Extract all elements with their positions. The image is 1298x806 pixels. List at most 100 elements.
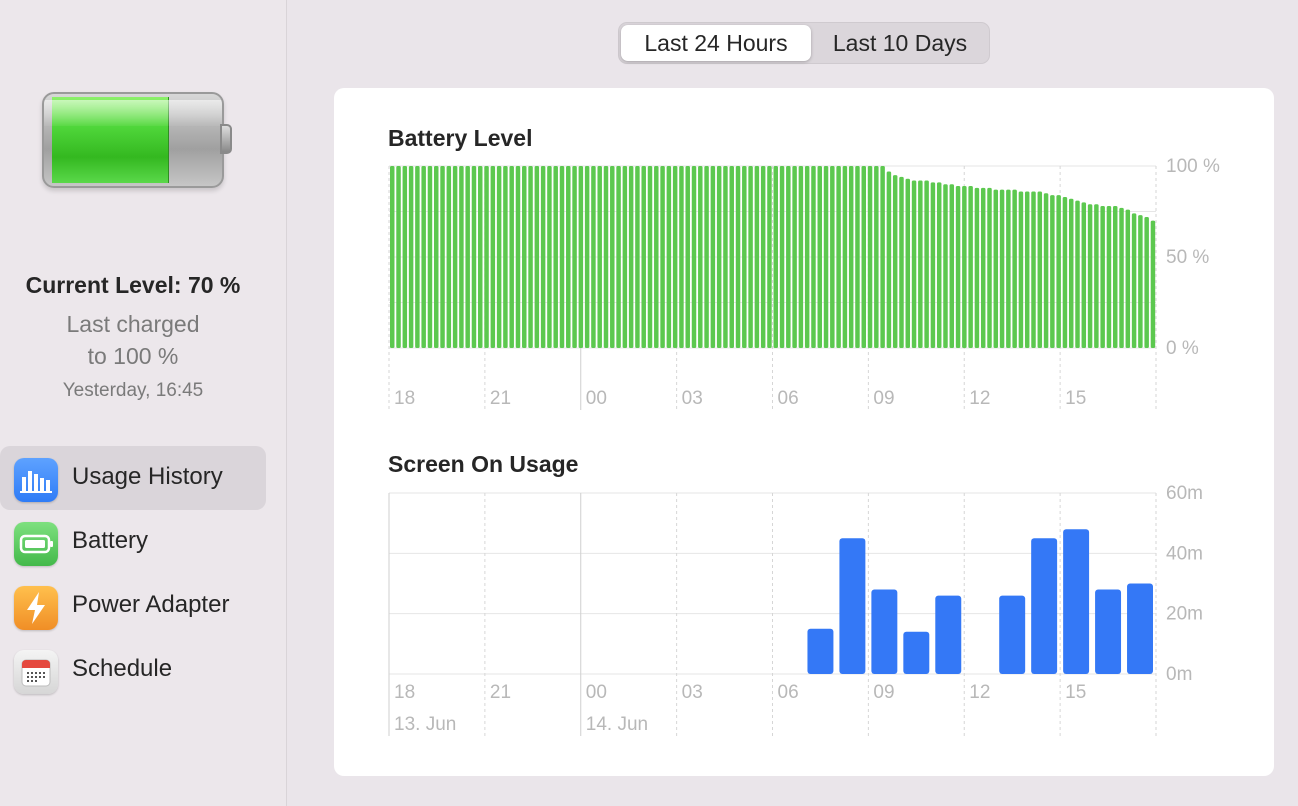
battery-bar bbox=[836, 166, 841, 348]
battery-bar bbox=[710, 166, 716, 348]
battery-bar bbox=[603, 166, 609, 348]
battery-bar bbox=[698, 166, 703, 348]
battery-bar bbox=[672, 166, 678, 348]
battery-bar bbox=[490, 166, 496, 348]
usage-bar bbox=[839, 538, 866, 674]
battery-bar bbox=[1043, 193, 1049, 348]
y-tick-label: 20m bbox=[1166, 604, 1203, 625]
battery-bar bbox=[999, 189, 1005, 348]
battery-bar bbox=[817, 166, 822, 348]
battery-bar bbox=[1062, 196, 1068, 348]
sidebar-item-schedule[interactable]: Schedule bbox=[0, 638, 266, 702]
screen-on-usage-chart: 18 21 00 03 06 09 12 15 13. Jun 14. Jun 60m 40m 20m 0… bbox=[388, 483, 1203, 736]
battery-bar bbox=[566, 166, 571, 348]
battery-bar bbox=[591, 166, 596, 348]
segment-last-24-hours[interactable]: Last 24 Hours bbox=[621, 25, 811, 61]
x-tick-label: 21 bbox=[490, 682, 511, 703]
sidebar-item-power-adapter[interactable]: Power Adapter bbox=[0, 574, 266, 638]
battery-bar bbox=[1031, 191, 1036, 348]
battery-bar bbox=[918, 180, 923, 348]
last-charged-text: Last charged to 100 % bbox=[66, 311, 200, 369]
x-tick-label: 15 bbox=[1065, 388, 1086, 409]
battery-bar bbox=[936, 182, 942, 348]
sidebar-item-usage-history[interactable]: Usage History bbox=[0, 446, 266, 510]
battery-bar bbox=[742, 166, 747, 348]
x-tick-label: 06 bbox=[778, 388, 799, 409]
battery-bar bbox=[446, 166, 452, 348]
battery-bar bbox=[584, 166, 590, 348]
sidebar-item-label: Power Adapter bbox=[72, 591, 230, 618]
x-tick-label: 03 bbox=[682, 682, 703, 703]
x-tick-label: 03 bbox=[682, 388, 703, 409]
battery-bar bbox=[980, 187, 986, 348]
battery-bar bbox=[1068, 198, 1074, 348]
battery-icon bbox=[14, 522, 58, 566]
battery-bar bbox=[654, 166, 659, 348]
battery-bar bbox=[1094, 204, 1099, 348]
battery-bar bbox=[955, 186, 961, 348]
battery-bar bbox=[553, 166, 558, 348]
battery-bar bbox=[421, 166, 426, 348]
battery-level-chart: 18 21 00 03 06 09 12 15 100 % 50 % 0 % bbox=[388, 156, 1220, 410]
x-tick-label: 00 bbox=[586, 682, 607, 703]
battery-bar bbox=[471, 166, 477, 348]
battery-bar bbox=[1056, 195, 1061, 348]
y-tick-label: 60m bbox=[1166, 483, 1203, 504]
battery-bar bbox=[408, 166, 414, 348]
sidebar-item-battery[interactable]: Battery bbox=[0, 510, 266, 574]
battery-bar bbox=[465, 166, 470, 348]
battery-bar bbox=[855, 166, 860, 348]
battery-bar bbox=[830, 166, 835, 348]
battery-bar bbox=[396, 166, 401, 348]
battery-bar bbox=[874, 166, 879, 348]
usage-bar bbox=[903, 631, 930, 674]
y-tick-label: 40m bbox=[1166, 543, 1203, 564]
battery-bar bbox=[509, 166, 514, 348]
battery-level-title: Battery Level bbox=[388, 125, 533, 151]
battery-bar bbox=[478, 166, 483, 348]
battery-bar bbox=[773, 166, 778, 348]
battery-bar bbox=[892, 175, 898, 348]
battery-bar bbox=[905, 178, 911, 348]
usage-bar bbox=[935, 595, 962, 674]
battery-bar bbox=[704, 166, 709, 348]
battery-bar bbox=[440, 166, 445, 348]
battery-bar bbox=[622, 166, 628, 348]
battery-bar bbox=[1106, 206, 1112, 348]
usage-bar bbox=[807, 628, 834, 674]
battery-bar bbox=[886, 171, 892, 348]
x-tick-label: 21 bbox=[490, 388, 511, 409]
sidebar-item-label: Usage History bbox=[72, 463, 223, 490]
battery-bar bbox=[968, 186, 973, 348]
battery-bar bbox=[943, 184, 948, 348]
battery-bar bbox=[522, 166, 527, 348]
x-tick-label: 18 bbox=[394, 682, 415, 703]
battery-bar bbox=[647, 166, 653, 348]
battery-bar bbox=[754, 166, 760, 348]
battery-bar bbox=[459, 166, 464, 348]
battery-bar bbox=[434, 166, 439, 348]
battery-bar bbox=[628, 166, 634, 348]
battery-bar bbox=[1144, 216, 1149, 348]
x-tick-label: 15 bbox=[1065, 682, 1086, 703]
y-tick-label: 0m bbox=[1166, 664, 1192, 685]
battery-bar bbox=[899, 176, 904, 348]
segment-last-10-days[interactable]: Last 10 Days bbox=[832, 30, 968, 56]
battery-bar bbox=[748, 166, 753, 348]
battery-bar bbox=[880, 166, 885, 348]
battery-bar bbox=[679, 166, 684, 348]
battery-bar bbox=[547, 166, 552, 348]
battery-bar bbox=[993, 189, 999, 348]
charts-card: Battery Level 18 21 00 03 06 09 12 15 100 % 50 % 0… bbox=[334, 88, 1274, 776]
battery-bar bbox=[685, 166, 690, 348]
x-tick-label: 18 bbox=[394, 388, 415, 409]
sidebar: Current Level: 70 % Last charged to 100 … bbox=[0, 0, 287, 806]
battery-bar bbox=[962, 186, 967, 348]
bolt-icon bbox=[14, 586, 58, 630]
battery-bar bbox=[635, 166, 640, 348]
battery-bar bbox=[390, 166, 395, 348]
battery-bar bbox=[779, 166, 785, 348]
battery-bar bbox=[641, 166, 646, 348]
date-label: 13. Jun bbox=[394, 714, 456, 735]
usage-bar bbox=[1127, 583, 1153, 674]
